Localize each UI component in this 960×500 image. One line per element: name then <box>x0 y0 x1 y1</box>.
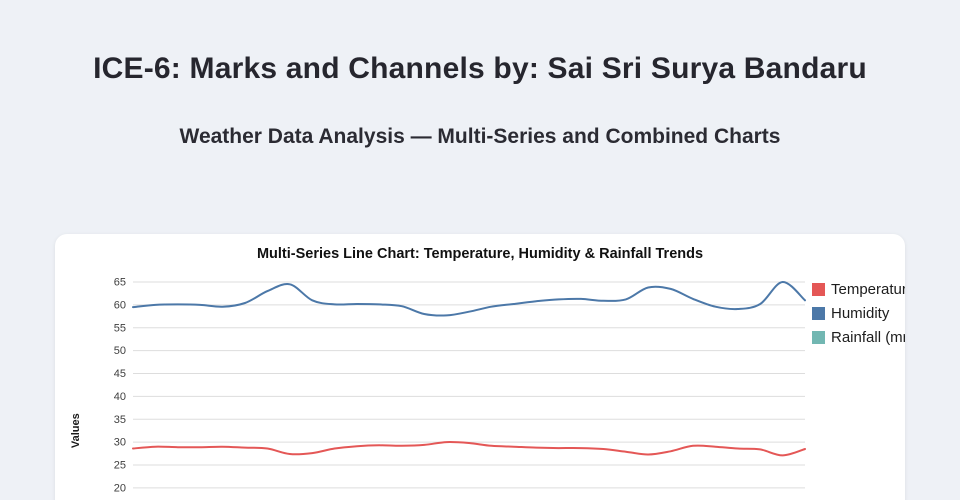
series-line-humidity <box>132 281 806 317</box>
y-tick-label: 40 <box>114 391 126 403</box>
legend-item-humidity: Humidity <box>812 304 905 322</box>
y-tick-label: 20 <box>114 482 126 494</box>
legend-label-temperature: Temperature <box>831 280 905 298</box>
series-line-temperature <box>132 441 806 457</box>
page-subtitle: Weather Data Analysis — Multi-Series and… <box>179 125 781 148</box>
legend-label-humidity: Humidity <box>831 304 890 322</box>
y-tick-label: 30 <box>114 437 126 449</box>
y-tick-label: 65 <box>114 277 126 289</box>
chart-card: Multi-Series Line Chart: Temperature, Hu… <box>55 234 905 500</box>
legend-label-rainfall: Rainfall (mm) <box>831 328 905 346</box>
y-tick-label: 45 <box>114 368 126 380</box>
legend-swatch-temperature <box>812 282 825 296</box>
page-title: ICE-6: Marks and Channels by: Sai Sri Su… <box>93 52 867 85</box>
legend-swatch-humidity <box>812 306 825 320</box>
multi-series-line-chart: 5101520253035404550556065Values <box>70 277 806 494</box>
chart-title: Multi-Series Line Chart: Temperature, Hu… <box>256 246 704 262</box>
y-tick-label: 60 <box>114 299 126 311</box>
chart-legend: Temperature Humidity Rainfall (mm) <box>812 280 905 352</box>
legend-swatch-rainfall <box>812 330 825 344</box>
y-tick-label: 25 <box>114 460 126 472</box>
legend-item-temperature: Temperature <box>812 280 905 298</box>
y-axis-title: Values <box>70 413 82 448</box>
y-tick-label: 50 <box>114 345 126 357</box>
legend-item-rainfall: Rainfall (mm) <box>812 328 905 346</box>
y-tick-label: 35 <box>114 414 126 426</box>
y-tick-label: 55 <box>114 322 126 334</box>
